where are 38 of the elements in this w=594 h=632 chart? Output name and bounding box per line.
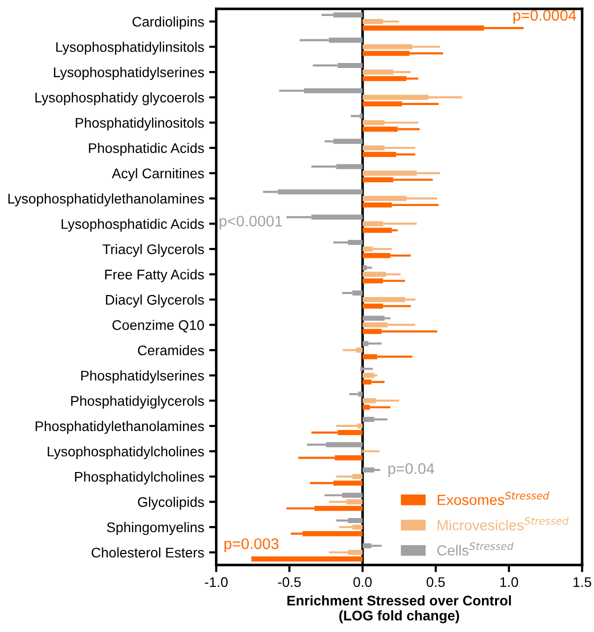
y-tick-label: Phosphatidyiglycerols xyxy=(71,396,204,409)
x-tick-label: 0.5 xyxy=(426,577,445,588)
y-tick-label: Acyl Carnitines xyxy=(112,168,204,182)
y-tick-label: Phosphatidylethanolamines xyxy=(36,420,204,434)
x-tick-label: -1.0 xyxy=(204,577,228,588)
legend-label: Microvesicles$^{Stressed}$ xyxy=(438,516,569,530)
x-tick-label: 1.5 xyxy=(574,577,592,588)
y-tick-label: Cholesterol Esters xyxy=(92,547,204,558)
legend-label: Exosomes$^{Stressed}$ xyxy=(438,492,550,506)
legend-label: Cells$^{Stressed}$ xyxy=(437,542,514,556)
y-tick-label: Triacyl Glycerols xyxy=(102,244,204,257)
y-tick-label: Lysophosphatidylcholines xyxy=(48,446,204,460)
y-tick-label: Phosphatidic Acids xyxy=(88,142,204,156)
annotation: p=0.003 xyxy=(224,538,278,552)
y-tick-label: Cardiolipins xyxy=(132,16,204,30)
y-tick-label: Phosphatidylserines xyxy=(81,370,204,384)
x-tick-label: 1.0 xyxy=(500,577,518,588)
y-tick-label: Lysophosphatidic Acids xyxy=(62,218,204,232)
annotation: p=0.04 xyxy=(388,463,434,478)
y-tick-label: Lysophosphatidylserines xyxy=(54,67,204,80)
y-tick-label: Coenzime Q10 xyxy=(112,320,204,333)
y-tick-label: Free Fatty Acids xyxy=(105,269,204,282)
y-tick-label: Ceramides xyxy=(138,345,204,356)
y-tick-label: Lysophosphatidylinsitols xyxy=(56,42,204,55)
bar xyxy=(251,556,363,562)
x-tick-label: -0.5 xyxy=(278,577,301,588)
y-tick-label: Sphingomyelins xyxy=(106,522,204,536)
annotation: p<0.0001 xyxy=(220,216,282,230)
bar xyxy=(362,372,374,378)
x-axis-title: Enrichment Stressed over Control (LOG fold change) xyxy=(287,595,511,624)
y-tick-label: Lysophosphatidy glycoerols xyxy=(35,92,204,106)
annotation: p=0.0004 xyxy=(513,10,576,24)
y-tick-label: Lysophosphatidylethanolamines xyxy=(8,193,204,206)
x-tick-label: 0.0 xyxy=(353,577,372,588)
y-tick-label: Phosphatidylcholines xyxy=(75,471,204,484)
y-tick-label: Phosphatidylinositols xyxy=(76,118,204,131)
y-tick-label: Diacyl Glycerols xyxy=(106,294,204,308)
y-tick-label: Glycolipids xyxy=(138,496,204,510)
